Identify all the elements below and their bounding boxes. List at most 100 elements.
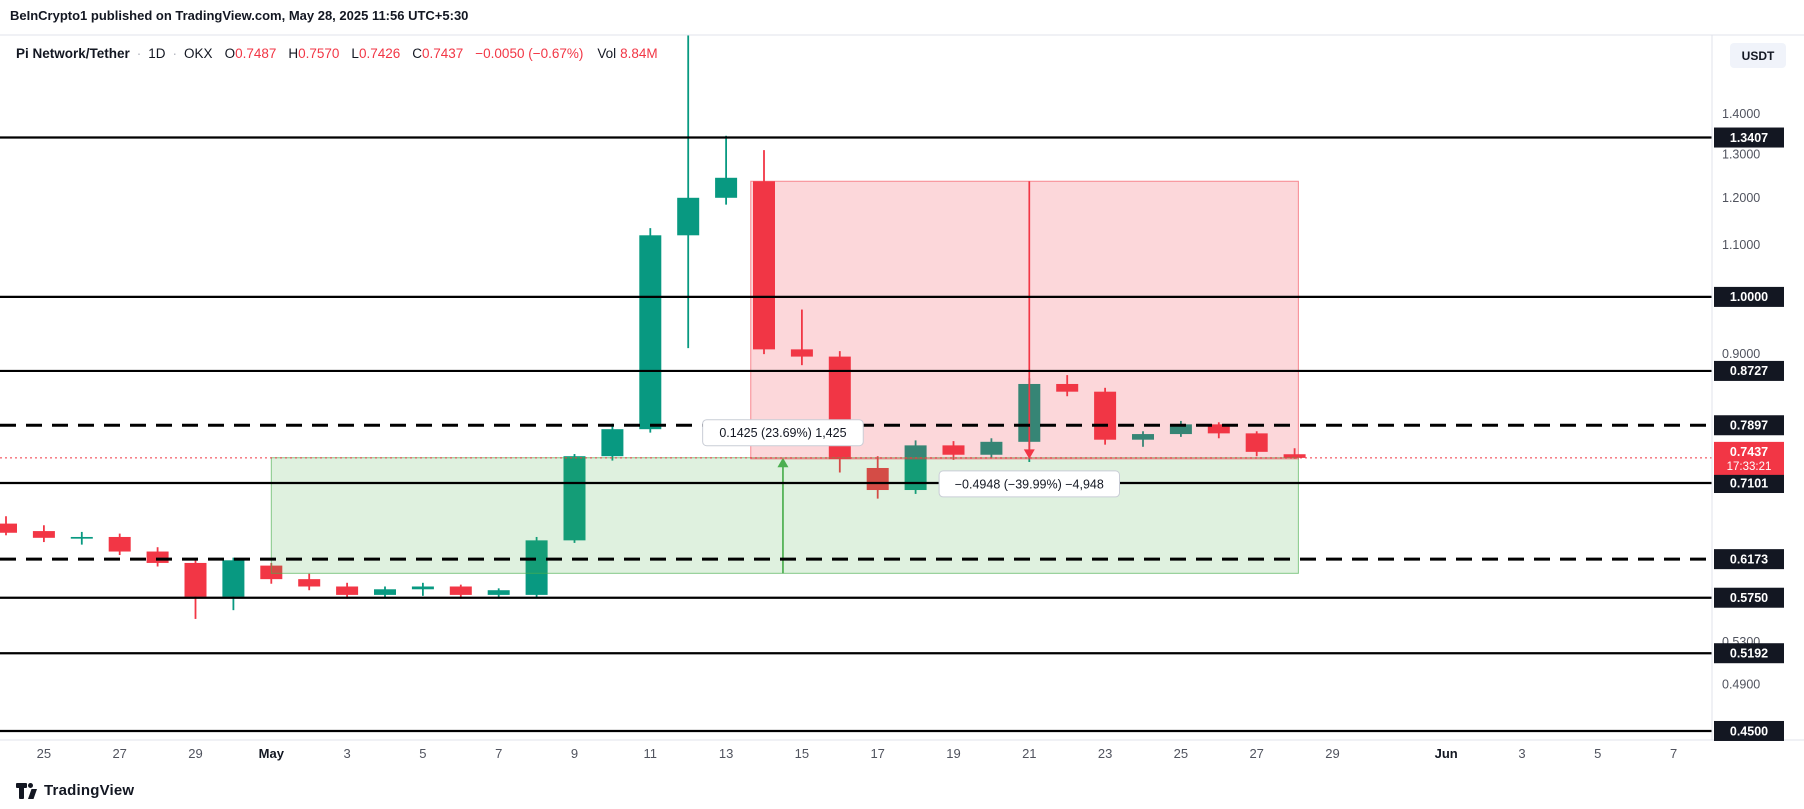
price-level-badge bbox=[1714, 587, 1784, 608]
candle-Apr-28 bbox=[146, 547, 169, 567]
tradingview-logo-text: TradingView bbox=[44, 782, 135, 799]
price-level-badge bbox=[1714, 415, 1784, 436]
measured-move-box-down[interactable] bbox=[750, 180, 1299, 460]
x-axis-tick-label: 3 bbox=[343, 746, 350, 761]
y-axis-tick-label: 1.1000 bbox=[1722, 238, 1760, 252]
candle-May-10 bbox=[601, 423, 624, 461]
candle-May-26 bbox=[1207, 422, 1230, 439]
measure-label-down[interactable] bbox=[938, 470, 1120, 498]
symbol-title[interactable]: Pi Network/Tether bbox=[16, 46, 130, 61]
measured-move-box-up[interactable] bbox=[270, 457, 1299, 574]
last-price-badge bbox=[1714, 441, 1784, 475]
x-axis-tick-label: 27 bbox=[112, 746, 126, 761]
candle-May-14 bbox=[753, 150, 775, 355]
candle-May-5 bbox=[411, 582, 434, 596]
y-axis-tick-label: 1.4000 bbox=[1722, 107, 1760, 121]
candle-May-2 bbox=[298, 573, 321, 591]
candle-May-3 bbox=[336, 582, 359, 599]
price-level-badge-text: 1.3407 bbox=[1730, 131, 1768, 145]
candles-layer bbox=[0, 35, 1306, 619]
low-value: 0.7426 bbox=[358, 46, 401, 61]
tradingview-logo-icon bbox=[16, 782, 37, 799]
y-axis-tick-label: 0.4900 bbox=[1722, 678, 1760, 692]
x-axis-tick-label: 29 bbox=[1325, 746, 1339, 761]
candle-May-25 bbox=[1169, 420, 1192, 437]
price-level-badge-text: 0.6173 bbox=[1730, 552, 1768, 566]
bar-countdown-text: 17:33:21 bbox=[1727, 461, 1772, 473]
high-value: 0.7570 bbox=[298, 46, 340, 61]
price-level-badge-text: 0.4500 bbox=[1730, 724, 1768, 738]
x-axis-tick-label: Jun bbox=[1435, 746, 1458, 761]
candle-May-17 bbox=[866, 456, 889, 499]
publisher-name: BeInCrypto1 bbox=[10, 8, 88, 23]
price-level-badge bbox=[1714, 473, 1784, 494]
price-level-badge-text: 0.5750 bbox=[1730, 591, 1768, 605]
candle-May-11 bbox=[639, 228, 662, 433]
exchange-label[interactable]: OKX bbox=[184, 46, 213, 61]
x-axis-tick-label: 25 bbox=[37, 746, 51, 761]
legend-separator: · bbox=[136, 46, 142, 61]
candle-May-20 bbox=[980, 438, 1003, 458]
x-axis-tick-label: 19 bbox=[946, 746, 960, 761]
volume-label: Vol bbox=[597, 46, 617, 61]
x-axis-tick-label: 7 bbox=[495, 746, 502, 761]
price-level-badge-text: 0.8727 bbox=[1730, 364, 1768, 378]
x-axis-tick-label: 3 bbox=[1518, 746, 1525, 761]
price-level-badge-text: 0.7897 bbox=[1730, 419, 1768, 433]
x-axis-tick-label: 15 bbox=[795, 746, 809, 761]
ohlc-high: H0.7570 bbox=[288, 46, 339, 61]
low-label: L bbox=[351, 46, 359, 61]
measure-arrowhead-down bbox=[1023, 449, 1035, 459]
measure-label-text: −0.4948 (−39.99%) −4,948 bbox=[955, 477, 1104, 491]
legend-separator: · bbox=[172, 46, 178, 61]
candle-May-4 bbox=[374, 586, 396, 598]
currency-toggle-button[interactable]: USDT bbox=[1730, 43, 1786, 68]
candle-May-28 bbox=[1283, 448, 1306, 459]
publish-header: BeInCrypto1 published on TradingView.com… bbox=[10, 8, 468, 23]
open-value: 0.7487 bbox=[235, 46, 277, 61]
candle-May-15 bbox=[790, 309, 813, 366]
x-axis-tick-label: 11 bbox=[644, 746, 658, 761]
interval-label[interactable]: 1D bbox=[148, 46, 166, 61]
candle-May-13 bbox=[715, 135, 738, 205]
x-axis-tick-label: May bbox=[259, 746, 285, 761]
candle-May-24 bbox=[1132, 431, 1154, 447]
candle-May-6 bbox=[449, 584, 472, 599]
measure-label-up[interactable] bbox=[702, 419, 864, 447]
y-axis-tick-label: 0.9000 bbox=[1722, 347, 1760, 361]
candle-Apr-30 bbox=[222, 557, 245, 611]
candle-May-8 bbox=[525, 536, 548, 598]
last-price-badge-text: 0.7437 bbox=[1730, 445, 1768, 459]
price-level-badge bbox=[1714, 127, 1784, 148]
publish-info: published on TradingView.com, May 28, 20… bbox=[87, 8, 469, 23]
y-axis-tick-label: 1.3000 bbox=[1722, 147, 1760, 161]
candle-Apr-25 bbox=[32, 525, 55, 543]
change-value: −0.0050 (−0.67%) bbox=[475, 46, 584, 61]
x-axis-tick-label: 5 bbox=[419, 746, 426, 761]
candle-May-23 bbox=[1094, 387, 1117, 445]
open-label: O bbox=[224, 46, 236, 61]
x-axis-tick-label: 9 bbox=[571, 746, 578, 761]
x-axis-tick-label: 17 bbox=[870, 746, 884, 761]
candle-Apr-27 bbox=[108, 533, 131, 556]
x-axis-tick-label: 13 bbox=[719, 746, 733, 761]
price-level-badge-text: 1.0000 bbox=[1730, 290, 1768, 304]
candle-Apr-26 bbox=[70, 531, 93, 545]
measure-arrowhead-up bbox=[777, 457, 789, 468]
x-axis-tick-label: 27 bbox=[1249, 746, 1263, 761]
measurement-tools-layer bbox=[270, 180, 1299, 574]
price-level-badge bbox=[1714, 360, 1784, 381]
price-level-badge bbox=[1714, 286, 1784, 307]
price-level-badge-text: 0.5192 bbox=[1730, 647, 1768, 661]
tradingview-logo[interactable]: TradingView bbox=[16, 782, 134, 799]
high-label: H bbox=[288, 46, 299, 61]
x-axis-tick-label: 25 bbox=[1174, 746, 1188, 761]
x-axis-tick-label: 7 bbox=[1670, 746, 1677, 761]
x-axis-tick-label: 29 bbox=[188, 746, 202, 761]
x-axis-tick-label: 5 bbox=[1594, 746, 1601, 761]
price-level-badge bbox=[1714, 549, 1784, 570]
x-axis-tick-label: 21 bbox=[1022, 746, 1036, 761]
volume-value: 8.84M bbox=[620, 46, 658, 61]
candle-May-18 bbox=[904, 440, 927, 494]
